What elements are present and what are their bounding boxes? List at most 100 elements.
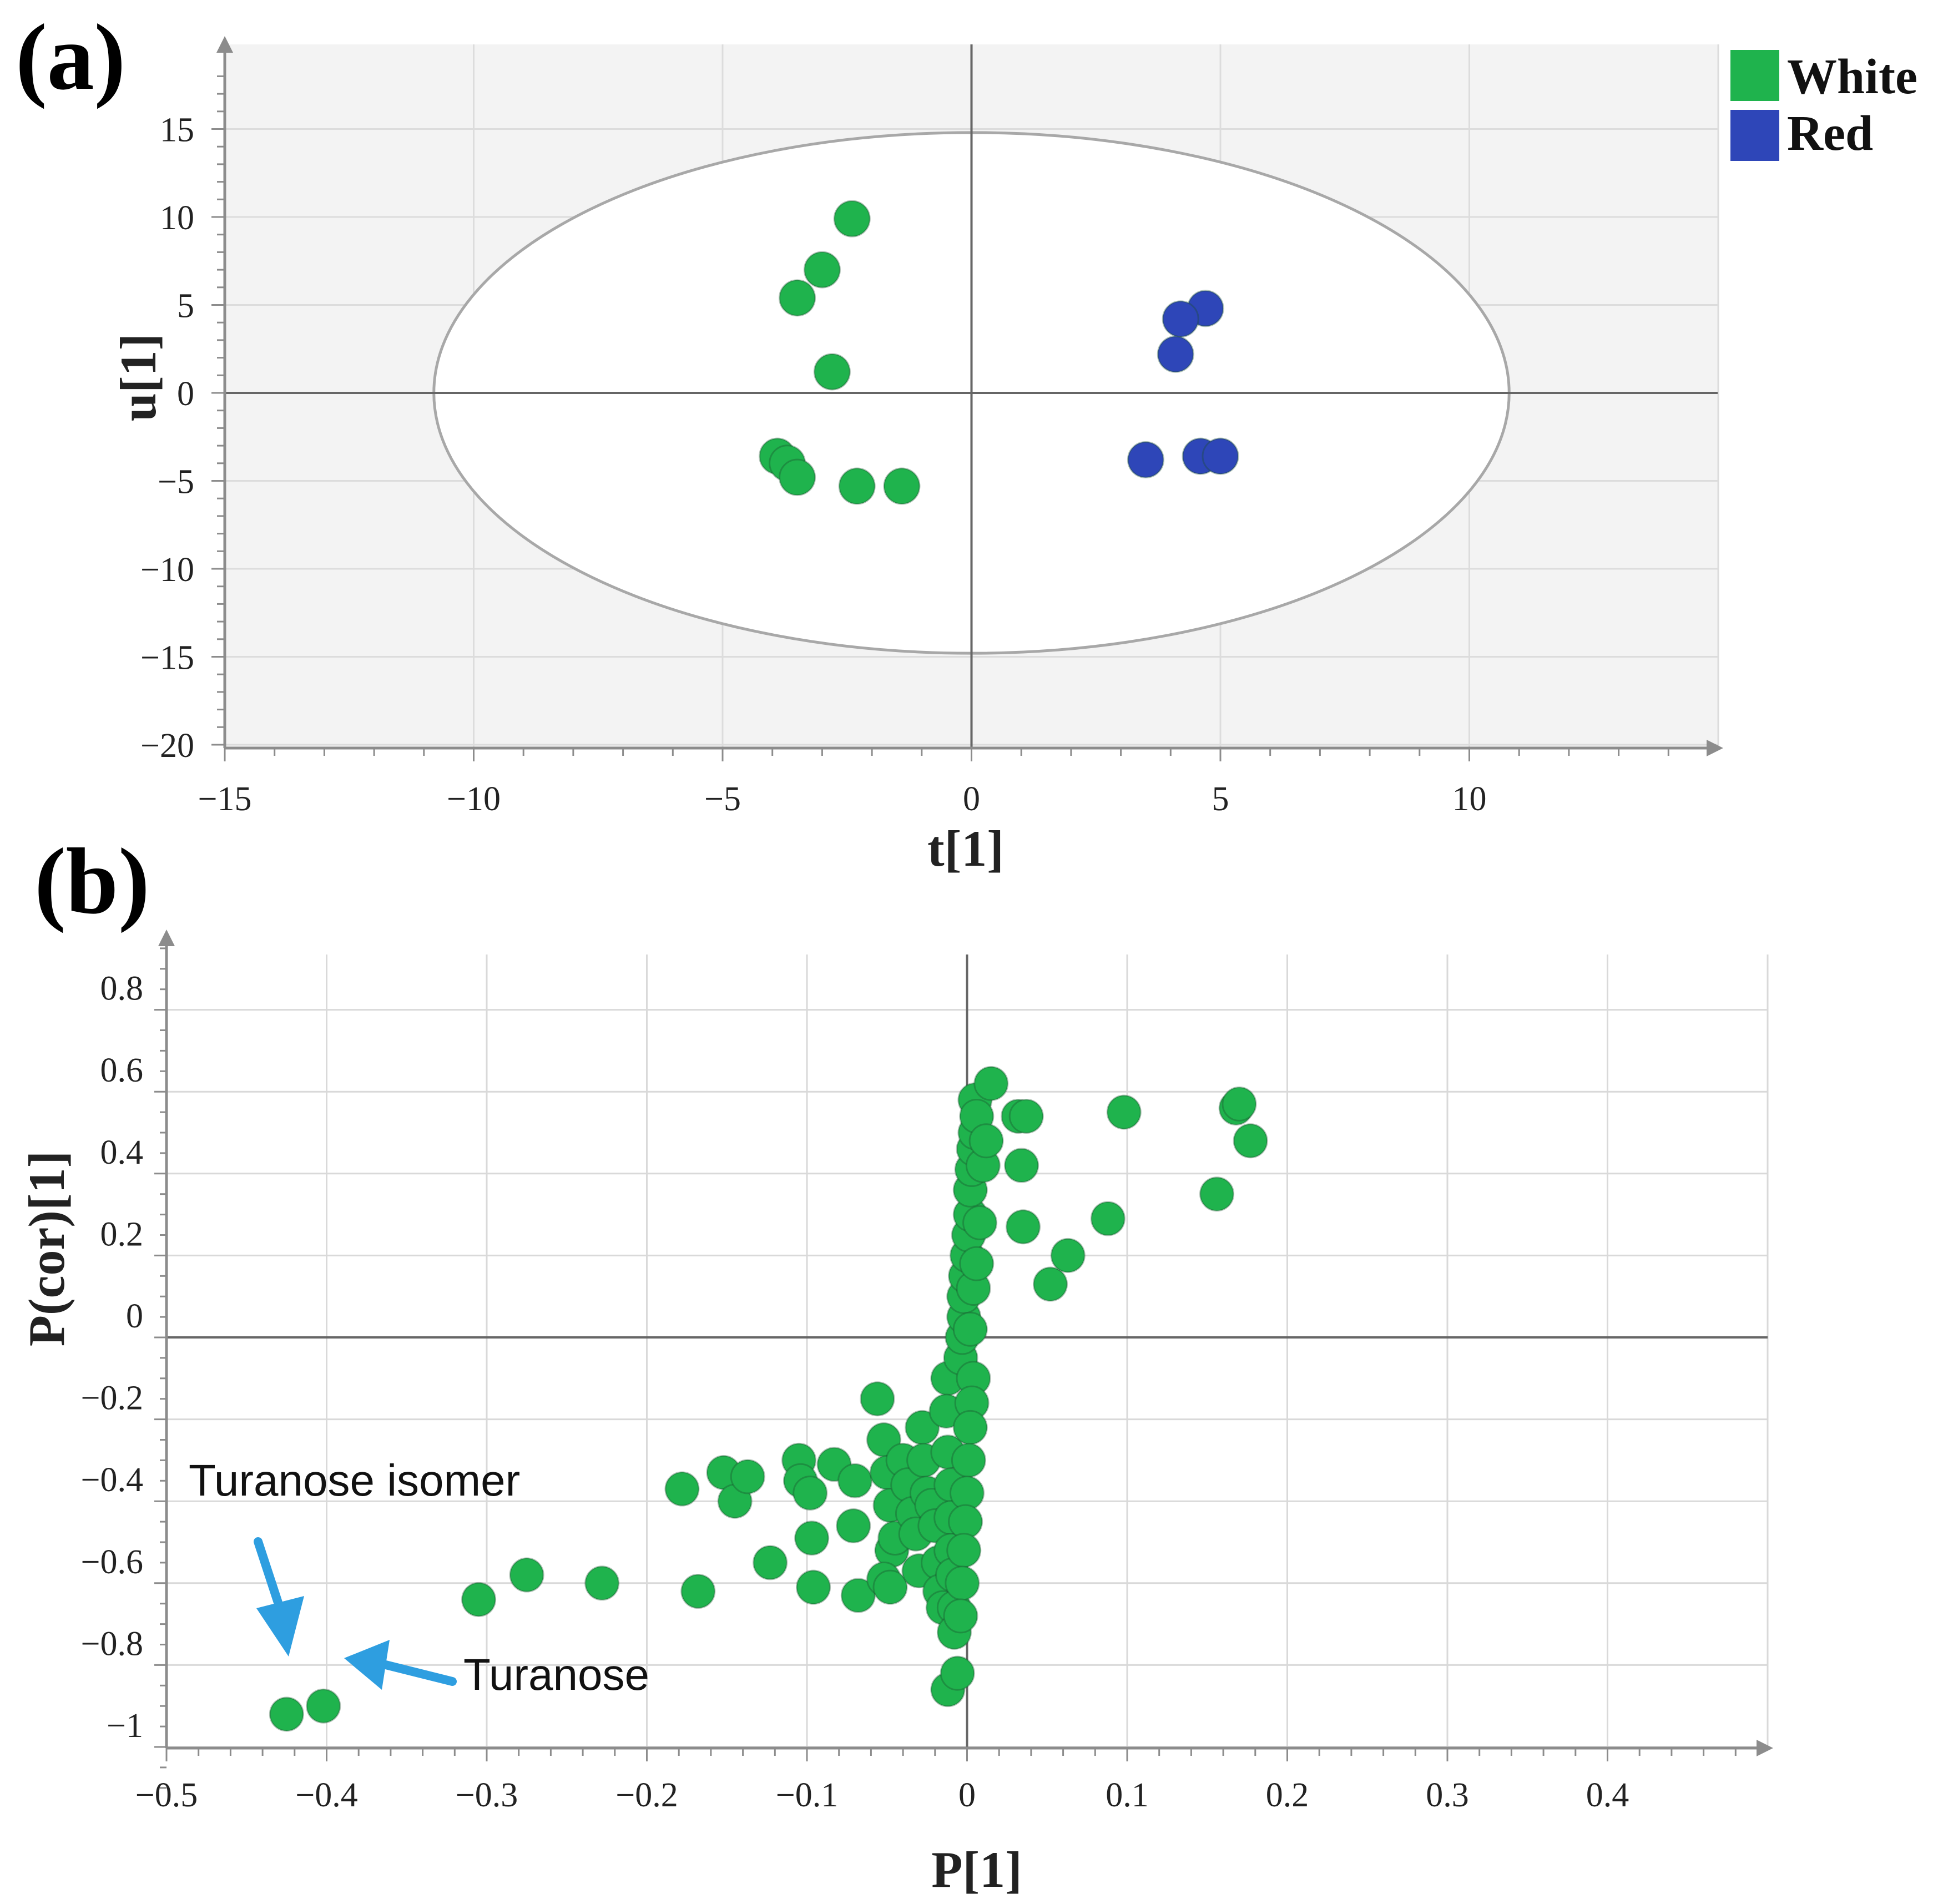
panel-b-y-axis-title: P(cor)[1] [18, 1151, 75, 1346]
panel-b-points [269, 1065, 1268, 1732]
panel-b-label: (b) [34, 829, 150, 933]
loading-point [840, 1578, 876, 1613]
panel-b-x-tick-label: 0.4 [1586, 1776, 1629, 1814]
panel-b-axes [154, 930, 1773, 1789]
panel-b-x-tick-label: −0.5 [135, 1776, 198, 1814]
loading-point [680, 1574, 716, 1609]
data-point-white [779, 279, 816, 317]
panel-a-y-axis-title: u[1] [110, 334, 166, 421]
loading-point [962, 1205, 998, 1240]
data-point-red [1202, 437, 1239, 475]
panel-b-y-tick-label: −1 [107, 1707, 143, 1745]
panel-b-y-tick-label: 0 [126, 1297, 143, 1335]
loading-point [1222, 1086, 1257, 1122]
panel-a-axes [211, 36, 1723, 761]
panel-a-x-tick-label: 10 [1452, 780, 1487, 818]
legend-item-white: White [1730, 49, 1917, 104]
panel-b-x-tick-label: 0 [958, 1776, 976, 1814]
panel-b-x-tick-label: −0.1 [776, 1776, 838, 1814]
loading-point [1004, 1148, 1039, 1183]
loading-point [973, 1065, 1009, 1101]
arrow-turanose [344, 1640, 457, 1690]
panel-b-y-tick-label: 0.2 [100, 1215, 144, 1253]
annotation-turanose-isomer: Turanose isomer [189, 1456, 520, 1505]
loading-point [1050, 1238, 1086, 1273]
loading-point [836, 1508, 871, 1543]
panel-b-y-tick-label: 0.8 [100, 970, 144, 1008]
loading-point [952, 1410, 988, 1445]
panel-b-y-tick-label: −0.8 [81, 1625, 143, 1663]
loading-point [664, 1471, 700, 1507]
loading-point [306, 1688, 341, 1724]
panel-b-y-tick-label: −0.4 [81, 1461, 143, 1499]
panel-a-x-axis-title: t[1] [927, 820, 1004, 877]
panel-b-x-tick-label: 0.1 [1106, 1776, 1149, 1814]
loading-point [968, 1123, 1004, 1159]
panel-a-y-tick-label: 0 [177, 375, 194, 413]
panel-b-x-axis-title: P[1] [931, 1841, 1022, 1898]
panel-a-x-tick-label: 5 [1212, 780, 1229, 818]
loading-point [946, 1533, 982, 1568]
loading-point [837, 1463, 873, 1498]
panel-b-x-tick-label: 0.2 [1266, 1776, 1309, 1814]
data-point-red [1162, 300, 1199, 338]
loading-point [794, 1521, 830, 1556]
panel-b-tick-labels: −0.5 −0.4 −0.3 −0.2 −0.1 0 0.1 0.2 0.3 0.4 0.8 0.6 0… [81, 970, 1629, 1814]
loading-point [584, 1565, 620, 1601]
panel-b-x-tick-label: 0.3 [1426, 1776, 1469, 1814]
panel-a-zero-lines [225, 44, 1718, 748]
data-point-white [838, 467, 876, 505]
legend-item-red: Red [1730, 106, 1873, 161]
panel-b-y-tick-label: 0.6 [100, 1052, 144, 1089]
panel-a-y-tick-label: −15 [140, 639, 194, 677]
panel-b-x-tick-label: −0.3 [456, 1776, 518, 1814]
panel-a-y-tick-label: 5 [177, 287, 194, 325]
loading-point [1090, 1201, 1126, 1236]
data-point-white [883, 467, 921, 505]
loading-point [1233, 1123, 1268, 1159]
data-point-white [803, 251, 841, 289]
panel-a-y-tick-label: 15 [160, 112, 194, 149]
legend-label-white: White [1787, 49, 1917, 104]
loading-point [860, 1381, 895, 1417]
panel-a-y-tick-label: −10 [140, 551, 194, 589]
panel-a-x-tick-label: −5 [704, 780, 741, 818]
loading-point [951, 1442, 986, 1478]
panel-a-y-tick-label: −20 [140, 727, 194, 765]
panel-a-label: (a) [16, 5, 125, 109]
panel-b-y-tick-label: −0.6 [81, 1543, 143, 1581]
data-point-red [1127, 441, 1164, 478]
loading-point [872, 1569, 908, 1605]
panel-a-y-tick-label: 10 [160, 199, 194, 237]
panel-b-y-tick-label: 0.4 [100, 1134, 144, 1171]
legend-swatch-red [1730, 110, 1779, 161]
loading-point [1106, 1094, 1142, 1130]
legend-label-red: Red [1787, 106, 1873, 161]
panel-b-y-tick-label: −0.2 [81, 1380, 143, 1417]
loading-point [952, 1311, 988, 1347]
loading-point [509, 1557, 544, 1593]
loading-point [796, 1569, 831, 1605]
loading-point [945, 1565, 980, 1601]
panel-b-x-tick-label: −0.2 [615, 1776, 678, 1814]
legend-swatch-white [1730, 50, 1779, 101]
panel-a-y-tick-label: −5 [158, 463, 194, 501]
panel-a-x-tick-label: −10 [447, 780, 501, 818]
panel-b-loading-plot: (b) −0.5 −0.4 −0.3 −0.2 −0.1 0 0.1 0.2 0.3 0.4 0.8… [18, 829, 1773, 1898]
data-point-white [813, 353, 851, 391]
loading-point [753, 1545, 788, 1580]
data-point-red [1157, 335, 1194, 373]
arrow-turanose-isomer [254, 1537, 304, 1656]
loading-point [1008, 1098, 1044, 1134]
annotation-turanose: Turanose [463, 1650, 649, 1699]
loading-point [1033, 1266, 1068, 1302]
legend: White Red [1730, 49, 1917, 161]
loading-point [940, 1655, 975, 1691]
data-point-white [779, 458, 816, 496]
panel-a-x-tick-label: −15 [198, 780, 252, 818]
loading-point [730, 1459, 765, 1494]
loading-point [959, 1246, 995, 1281]
